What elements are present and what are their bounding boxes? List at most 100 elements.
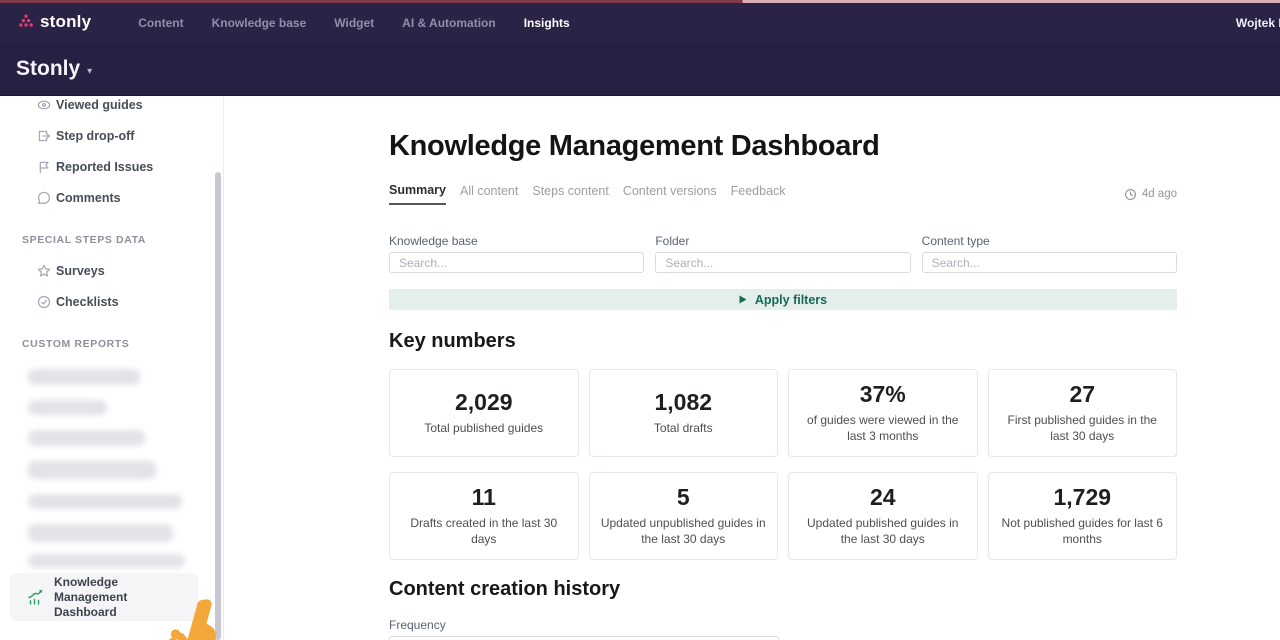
chevron-down-icon[interactable]: ▾ bbox=[87, 66, 93, 77]
sidebar-item-viewed-guides[interactable]: Viewed guides bbox=[36, 97, 143, 113]
sidebar-item-label: Reported Issues bbox=[56, 160, 154, 174]
filter-label: Folder bbox=[655, 234, 690, 248]
flag-icon bbox=[39, 161, 49, 174]
sidebar-item-knowledge-management-dashboard[interactable]: Knowledge Management Dashboard bbox=[10, 573, 198, 621]
logo-text: stonly bbox=[40, 12, 92, 31]
kpi-label: Not published guides for last 6 months bbox=[1001, 516, 1163, 546]
page-title: Knowledge Management Dashboard bbox=[389, 130, 880, 162]
sidebar-item-surveys[interactable]: Surveys bbox=[36, 263, 105, 279]
workspace-bar: Stonly ▾ bbox=[0, 42, 1280, 96]
kpi-label: Total published guides bbox=[424, 421, 544, 436]
content-type-search-input[interactable] bbox=[921, 252, 1177, 273]
sidebar-item-checklists[interactable]: Checklists bbox=[36, 294, 119, 310]
nav-item-insights[interactable]: Insights bbox=[523, 15, 570, 30]
sidebar-section-custom-reports: CUSTOM REPORTS bbox=[22, 338, 130, 350]
main-content: Knowledge Management Dashboard Summary A… bbox=[224, 96, 1280, 640]
kpi-label: Drafts created in the last 30 days bbox=[410, 516, 558, 546]
insights-sidebar: Viewed guides Step drop-off Reported Iss… bbox=[0, 96, 224, 640]
top-navigation: stonly Content Knowledge base Widget AI … bbox=[0, 3, 1280, 42]
kpi-value: 5 bbox=[676, 484, 690, 511]
folder-search-input[interactable] bbox=[655, 252, 911, 273]
last-updated: 4d ago bbox=[1124, 188, 1177, 201]
tab-feedback[interactable]: Feedback bbox=[730, 184, 786, 198]
nav-item-knowledge-base[interactable]: Knowledge base bbox=[211, 15, 307, 30]
kpi-value: 37% bbox=[859, 381, 906, 408]
filter-folder: Folder bbox=[655, 234, 911, 273]
kpi-label: Updated published guides in the last 30 … bbox=[807, 516, 959, 546]
kpi-value: 11 bbox=[471, 484, 496, 511]
kpi-card: 1,082 Total drafts bbox=[588, 369, 778, 457]
frequency-label: Frequency bbox=[389, 618, 446, 632]
redacted-report-item[interactable] bbox=[28, 494, 182, 509]
sidebar-item-label: Viewed guides bbox=[56, 98, 143, 112]
kpi-card: 27 First published guides in the last 30… bbox=[987, 369, 1177, 457]
filter-label: Content type bbox=[921, 234, 990, 248]
check-circle-icon bbox=[37, 295, 51, 309]
sidebar-item-step-drop-off[interactable]: Step drop-off bbox=[36, 128, 134, 144]
star-icon bbox=[37, 264, 51, 277]
chart-trend-icon bbox=[28, 589, 43, 605]
nav-item-ai-automation[interactable]: AI & Automation bbox=[402, 15, 496, 30]
kpi-value: 1,082 bbox=[654, 389, 713, 416]
redacted-report-item[interactable] bbox=[28, 554, 185, 568]
sidebar-item-label: Checklists bbox=[56, 295, 119, 309]
sidebar-item-comments[interactable]: Comments bbox=[36, 190, 121, 206]
kpi-value: 27 bbox=[1069, 381, 1096, 408]
content-creation-history-heading: Content creation history bbox=[389, 578, 621, 600]
apply-filters-button[interactable]: Apply filters bbox=[389, 289, 1177, 310]
redacted-report-item[interactable] bbox=[28, 369, 140, 385]
browser-top-strip bbox=[0, 0, 1280, 3]
kpi-card: 37% of guides were viewed in the last 3 … bbox=[788, 369, 978, 457]
play-icon bbox=[739, 295, 747, 304]
tab-steps-content[interactable]: Steps content bbox=[532, 184, 609, 198]
redacted-report-item[interactable] bbox=[28, 524, 173, 542]
tab-bar: Summary All content Steps content Conten… bbox=[389, 183, 1177, 205]
clock-icon bbox=[1124, 188, 1136, 200]
step-exit-icon bbox=[38, 130, 50, 142]
sidebar-item-label: Knowledge Management Dashboard bbox=[54, 574, 128, 619]
tab-content-versions[interactable]: Content versions bbox=[622, 184, 717, 198]
filter-content-type: Content type bbox=[921, 234, 1177, 273]
workspace-name[interactable]: Stonly bbox=[16, 56, 81, 80]
stonly-logo[interactable]: stonly bbox=[18, 12, 108, 33]
kpi-card: 1,729 Not published guides for last 6 mo… bbox=[987, 472, 1177, 560]
comment-icon bbox=[38, 191, 51, 205]
filters-row: Knowledge base Folder Content type bbox=[389, 234, 1177, 273]
nav-item-content[interactable]: Content bbox=[138, 15, 184, 30]
ukraine-flag-icon bbox=[97, 10, 108, 18]
sidebar-section-special-steps-data: SPECIAL STEPS DATA bbox=[22, 234, 146, 246]
kpi-card: 11 Drafts created in the last 30 days bbox=[389, 472, 579, 560]
key-numbers-heading: Key numbers bbox=[389, 330, 516, 352]
kpi-label: First published guides in the last 30 da… bbox=[1007, 413, 1157, 443]
kpi-value: 2,029 bbox=[454, 389, 513, 416]
eye-icon bbox=[37, 100, 51, 110]
kpi-card: 2,029 Total published guides bbox=[389, 369, 579, 457]
kpi-card: 5 Updated unpublished guides in the last… bbox=[588, 472, 778, 560]
filter-knowledge-base: Knowledge base bbox=[389, 234, 645, 273]
redacted-report-item[interactable] bbox=[28, 430, 145, 446]
filter-label: Knowledge base bbox=[389, 234, 478, 248]
tab-all-content[interactable]: All content bbox=[459, 184, 519, 198]
tab-summary[interactable]: Summary bbox=[389, 183, 446, 205]
redacted-report-item[interactable] bbox=[28, 461, 156, 479]
main-menu: Content Knowledge base Widget AI & Autom… bbox=[138, 16, 569, 30]
sidebar-item-label: Comments bbox=[56, 191, 121, 205]
user-menu[interactable]: Wojtek K bbox=[1235, 16, 1280, 30]
frequency-select[interactable]: Monthly bbox=[389, 636, 779, 640]
knowledge-base-search-input[interactable] bbox=[389, 252, 645, 273]
stonly-logo-icon bbox=[18, 12, 34, 33]
kpi-label: of guides were viewed in the last 3 mont… bbox=[807, 413, 959, 443]
sidebar-item-label: Step drop-off bbox=[56, 129, 135, 143]
sidebar-scrollbar[interactable] bbox=[215, 172, 221, 640]
kpi-label: Updated unpublished guides in the last 3… bbox=[600, 516, 766, 546]
nav-item-widget[interactable]: Widget bbox=[334, 15, 375, 30]
key-numbers-grid: 2,029 Total published guides 1,082 Total… bbox=[389, 369, 1177, 560]
kpi-card: 24 Updated published guides in the last … bbox=[788, 472, 978, 560]
kpi-label: Total drafts bbox=[653, 421, 713, 436]
kpi-value: 24 bbox=[869, 484, 896, 511]
kpi-value: 1,729 bbox=[1053, 484, 1112, 511]
last-updated-text: 4d ago bbox=[1141, 188, 1177, 200]
redacted-report-item[interactable] bbox=[28, 400, 107, 415]
sidebar-item-reported-issues[interactable]: Reported Issues bbox=[36, 159, 153, 175]
apply-filters-label: Apply filters bbox=[754, 292, 828, 307]
